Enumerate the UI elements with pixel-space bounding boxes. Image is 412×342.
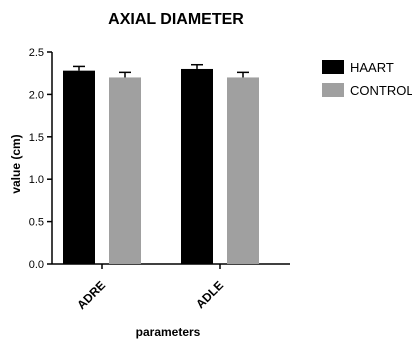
y-tick-label: 0.0	[29, 259, 44, 271]
bar-control-adre	[109, 77, 141, 264]
legend-label-control: CONTROL	[350, 83, 412, 98]
y-tick-label: 1.5	[29, 132, 44, 144]
y-tick-label: 1.0	[29, 174, 44, 186]
y-tick-label: 2.0	[29, 89, 44, 101]
x-tick-label: ADRE	[74, 278, 108, 312]
legend-label-haart: HAART	[350, 60, 394, 75]
y-tick-label: 2.5	[29, 47, 44, 59]
y-tick-label: 0.5	[29, 217, 44, 229]
bar-haart-adle	[181, 68, 213, 265]
bar-haart-adre	[63, 70, 95, 264]
y-axis-label: value (cm)	[9, 134, 23, 193]
chart-title: AXIAL DIAMETER	[108, 11, 244, 28]
plot-area: 0.0 0.5 1.0 1.5 2.0 2.5 ADRE ADLE	[29, 47, 290, 312]
x-tick-label: ADLE	[193, 278, 226, 311]
bar-control-adle	[227, 77, 259, 264]
legend-swatch-haart	[322, 60, 344, 74]
x-axis-label: parameters	[136, 325, 201, 339]
legend-swatch-control	[322, 83, 344, 97]
legend: HAART CONTROL	[322, 60, 412, 98]
